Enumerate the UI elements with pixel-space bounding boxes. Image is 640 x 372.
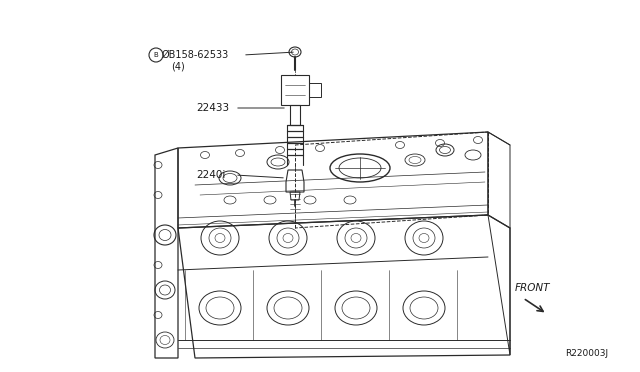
Text: B: B xyxy=(154,52,158,58)
Text: 22433: 22433 xyxy=(196,103,229,113)
Text: (4): (4) xyxy=(171,61,185,71)
Text: R220003J: R220003J xyxy=(565,349,608,358)
Text: FRONT: FRONT xyxy=(515,283,550,293)
Text: ØB158-62533: ØB158-62533 xyxy=(162,50,229,60)
Text: 2240i: 2240i xyxy=(196,170,225,180)
